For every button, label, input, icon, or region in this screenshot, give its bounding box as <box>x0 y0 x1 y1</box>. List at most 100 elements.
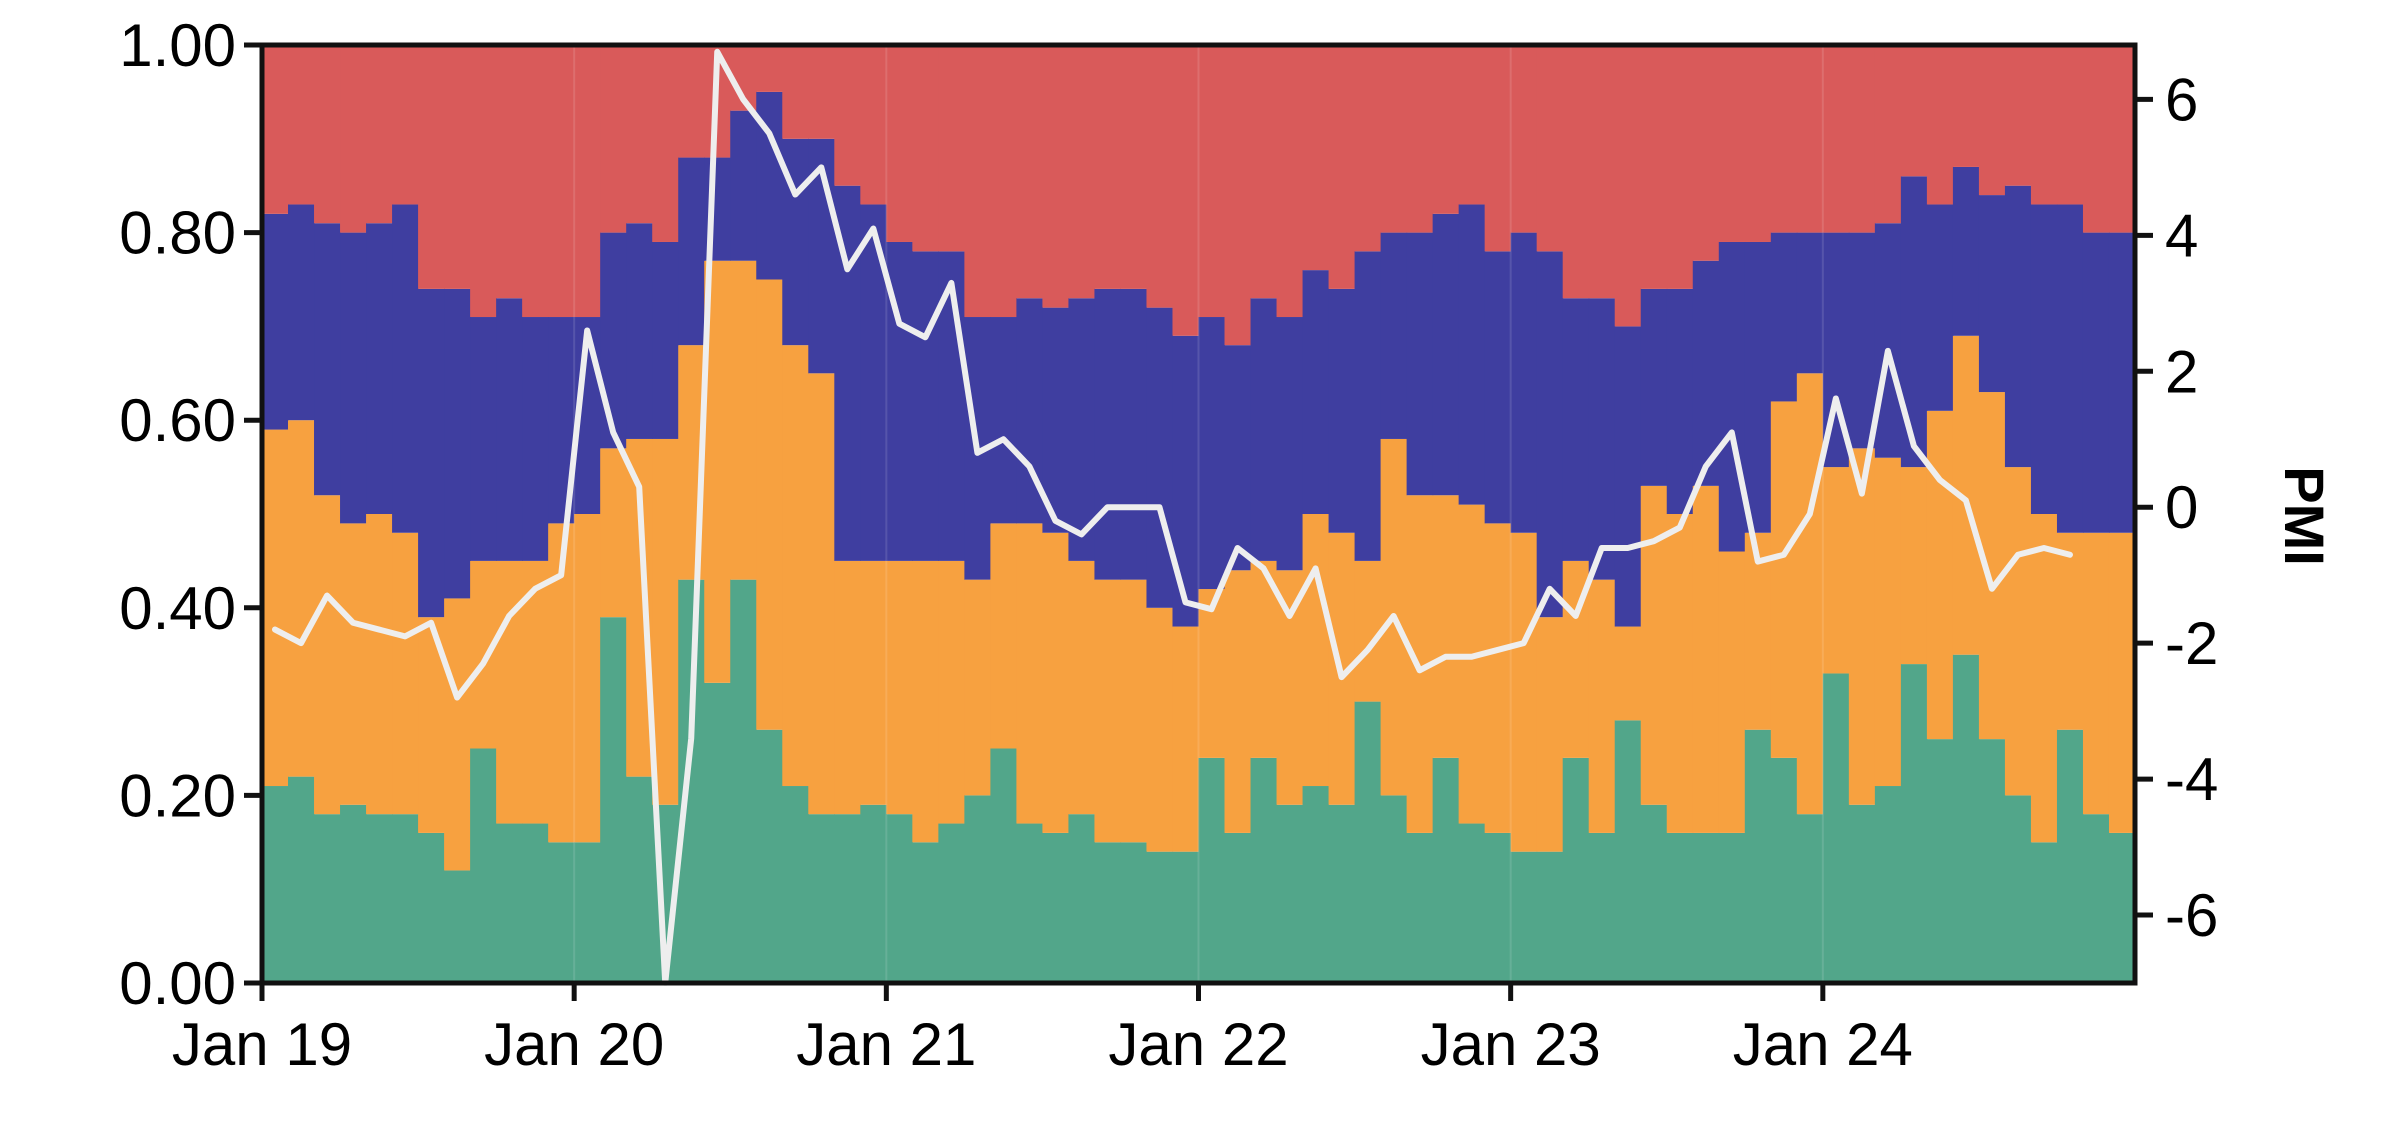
left-tick-label: 0.20 <box>119 762 236 829</box>
band-segment-2-49 <box>1536 251 1564 618</box>
band-segment-1-28 <box>990 523 1017 749</box>
band-segment-3-38 <box>1250 45 1278 299</box>
band-segment-3-68 <box>2030 45 2058 205</box>
band-segment-2-51 <box>1588 298 1616 580</box>
band-segment-0-0 <box>262 786 289 983</box>
band-segment-2-7 <box>444 288 471 599</box>
band-segment-1-67 <box>2004 467 2032 796</box>
band-segment-0-59 <box>1796 814 1824 983</box>
band-segment-1-15 <box>652 438 679 805</box>
band-segment-1-27 <box>964 579 991 796</box>
band-segment-3-14 <box>626 45 653 224</box>
band-segment-3-71 <box>2108 45 2136 233</box>
band-segment-2-67 <box>2004 185 2032 468</box>
band-segment-1-55 <box>1692 485 1720 833</box>
band-segment-2-42 <box>1354 251 1382 561</box>
right-tick-label: 2 <box>2165 338 2198 405</box>
band-segment-3-32 <box>1094 45 1122 289</box>
band-segment-0-54 <box>1666 832 1694 983</box>
band-segment-3-45 <box>1432 45 1460 214</box>
band-segment-0-2 <box>314 814 341 983</box>
band-segment-2-65 <box>1952 166 1980 336</box>
band-segment-0-29 <box>1016 823 1044 983</box>
band-segment-0-11 <box>548 842 575 983</box>
band-segment-0-32 <box>1094 842 1122 983</box>
band-segment-2-43 <box>1380 232 1408 439</box>
band-segment-3-3 <box>340 45 367 233</box>
band-segment-1-54 <box>1666 514 1694 833</box>
band-segment-3-13 <box>600 45 627 233</box>
band-segment-0-44 <box>1406 832 1434 983</box>
band-segment-0-28 <box>990 748 1017 983</box>
band-segment-2-55 <box>1692 260 1720 486</box>
band-segment-1-32 <box>1094 579 1122 843</box>
band-segment-0-22 <box>834 814 861 983</box>
band-segment-1-13 <box>600 448 627 618</box>
band-segment-1-12 <box>574 514 601 843</box>
band-segment-2-68 <box>2030 204 2058 514</box>
band-segment-1-56 <box>1718 551 1746 833</box>
band-segment-3-31 <box>1068 45 1096 299</box>
band-segment-3-27 <box>964 45 991 318</box>
band-segment-0-12 <box>574 842 601 983</box>
band-segment-0-19 <box>756 729 783 983</box>
band-segment-3-19 <box>756 45 783 92</box>
left-tick-label: 0.60 <box>119 387 236 454</box>
left-tick-label: 0.00 <box>119 950 236 1017</box>
band-segment-0-34 <box>1146 851 1174 983</box>
band-segment-0-30 <box>1042 832 1070 983</box>
band-segment-1-49 <box>1536 617 1564 852</box>
band-segment-1-10 <box>522 560 549 824</box>
band-segment-3-6 <box>418 45 445 289</box>
band-segment-2-41 <box>1328 288 1356 533</box>
band-segment-1-1 <box>288 420 315 777</box>
band-segment-3-28 <box>990 45 1017 318</box>
band-segment-2-69 <box>2056 204 2084 533</box>
band-segment-2-45 <box>1432 213 1460 496</box>
band-segment-3-51 <box>1588 45 1616 299</box>
band-segment-3-0 <box>262 45 289 214</box>
band-segment-2-6 <box>418 288 445 618</box>
band-segment-3-70 <box>2082 45 2110 233</box>
band-segment-0-36 <box>1198 757 1226 983</box>
band-segment-1-35 <box>1172 626 1200 852</box>
band-segment-3-44 <box>1406 45 1434 233</box>
band-segment-0-38 <box>1250 757 1278 983</box>
band-segment-3-40 <box>1302 45 1330 271</box>
band-segment-2-53 <box>1640 288 1668 486</box>
band-segment-2-4 <box>366 223 393 514</box>
band-segment-0-20 <box>782 786 809 983</box>
band-segment-2-46 <box>1458 204 1486 505</box>
band-segment-3-66 <box>1978 45 2006 196</box>
band-segment-3-1 <box>288 45 315 205</box>
band-segment-3-24 <box>886 45 913 242</box>
band-segment-3-26 <box>938 45 965 252</box>
band-segment-3-16 <box>678 45 705 158</box>
band-segment-3-37 <box>1224 45 1252 346</box>
band-segment-2-9 <box>496 298 523 561</box>
band-segment-3-52 <box>1614 45 1642 327</box>
band-segment-2-57 <box>1744 241 1772 533</box>
band-segment-3-57 <box>1744 45 1772 242</box>
band-segment-2-56 <box>1718 241 1746 552</box>
band-segment-3-20 <box>782 45 809 139</box>
band-segment-3-48 <box>1510 45 1538 233</box>
band-segment-2-30 <box>1042 307 1070 533</box>
band-segment-1-9 <box>496 560 523 824</box>
band-segment-2-52 <box>1614 326 1642 627</box>
band-segment-0-49 <box>1536 851 1564 983</box>
pmi-line-layer <box>272 48 2073 986</box>
band-segment-3-34 <box>1146 45 1174 308</box>
band-segment-0-18 <box>730 579 757 983</box>
band-segment-1-42 <box>1354 560 1382 702</box>
band-segment-1-26 <box>938 560 965 824</box>
band-segment-3-10 <box>522 45 549 318</box>
band-segment-3-39 <box>1276 45 1304 318</box>
band-segment-0-64 <box>1926 739 1954 983</box>
band-segment-0-41 <box>1328 804 1356 983</box>
band-segment-0-39 <box>1276 804 1304 983</box>
band-segment-3-53 <box>1640 45 1668 289</box>
band-segment-2-35 <box>1172 335 1200 627</box>
band-segment-1-22 <box>834 560 861 815</box>
